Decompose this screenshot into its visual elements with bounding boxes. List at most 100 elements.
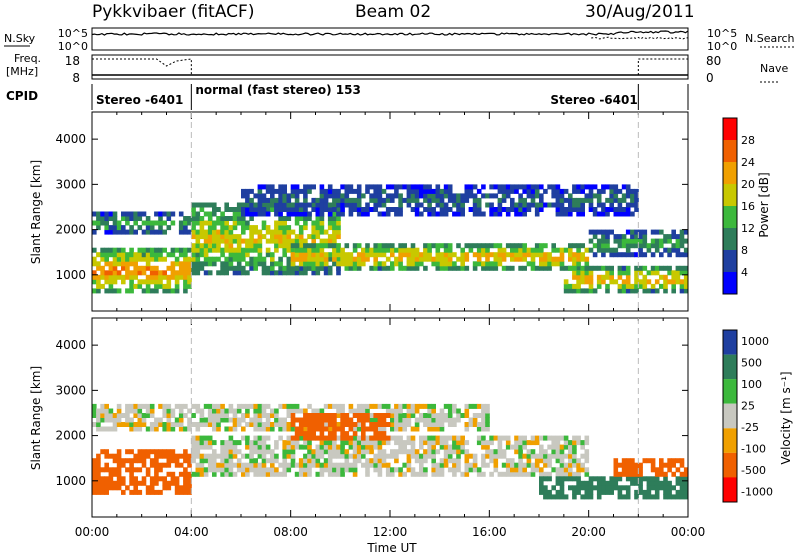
heatmap-cell	[315, 453, 321, 459]
heatmap-cell	[390, 467, 395, 473]
heatmap-cell	[356, 188, 362, 194]
heatmap-cell	[414, 417, 420, 423]
heatmap-cell	[460, 435, 465, 441]
heatmap-cell	[613, 252, 619, 258]
heatmap-cell	[212, 243, 217, 249]
heatmap-cell	[224, 444, 229, 450]
heatmap-cell	[195, 247, 201, 253]
heatmap-cell	[443, 256, 449, 262]
heatmap-cell	[348, 207, 354, 212]
heatmap-cell	[497, 243, 503, 249]
heatmap-cell	[327, 462, 333, 468]
heatmap-cell	[92, 471, 97, 477]
heatmap-cell	[212, 471, 217, 477]
heatmap-cell	[522, 211, 527, 217]
heatmap-cell	[472, 467, 478, 473]
heatmap-cell	[625, 288, 631, 294]
heatmap-cell	[232, 220, 238, 226]
heatmap-cell	[170, 288, 176, 294]
heatmap-cell	[112, 211, 118, 217]
heatmap-cell	[625, 270, 631, 276]
heatmap-cell	[245, 462, 250, 468]
heatmap-cell	[580, 480, 585, 486]
heatmap-cell	[311, 207, 316, 212]
heatmap-cell	[170, 458, 176, 464]
heatmap-cell	[497, 197, 503, 203]
heatmap-cell	[642, 243, 648, 249]
heatmap-cell	[356, 256, 362, 262]
heatmap-cell	[472, 252, 478, 258]
heatmap-cell	[456, 408, 461, 414]
heatmap-cell	[141, 476, 147, 482]
heatmap-cell	[385, 265, 391, 271]
heatmap-cell	[311, 426, 316, 432]
heatmap-cell	[224, 229, 229, 235]
heatmap-cell	[274, 238, 279, 244]
heatmap-cell	[121, 279, 126, 285]
heatmap-cell	[634, 480, 639, 486]
heatmap-cell	[228, 247, 234, 253]
heatmap-cell	[257, 440, 263, 446]
heatmap-cell	[141, 211, 147, 217]
heatmap-cell	[170, 274, 176, 280]
heatmap-cell	[311, 256, 316, 262]
heatmap-cell	[125, 403, 130, 409]
heatmap-cell	[100, 489, 105, 495]
heatmap-cell	[580, 440, 585, 446]
heatmap-cell	[149, 426, 155, 432]
heatmap-cell	[555, 489, 561, 495]
heatmap-cell	[332, 229, 337, 235]
heatmap-cell	[298, 238, 304, 244]
heatmap-cell	[356, 193, 362, 199]
heatmap-cell	[390, 261, 395, 267]
heatmap-cell	[158, 225, 163, 231]
freq-label-2: [MHz]	[6, 65, 38, 78]
heatmap-cell	[303, 422, 308, 427]
heatmap-cell	[485, 408, 490, 414]
heatmap-cell	[92, 489, 97, 495]
heatmap-cell	[414, 193, 420, 199]
heatmap-cell	[315, 408, 321, 414]
heatmap-cell	[642, 494, 648, 500]
heatmap-cell	[220, 247, 225, 253]
heatmap-cell	[447, 197, 453, 203]
heatmap-cell	[580, 265, 585, 271]
heatmap-cell	[414, 247, 420, 253]
heatmap-cell	[290, 252, 296, 258]
heatmap-cell	[402, 462, 407, 468]
heatmap-cell	[621, 184, 627, 190]
heatmap-cell	[402, 444, 407, 450]
heatmap-cell	[514, 252, 519, 258]
heatmap-cell	[443, 252, 449, 258]
heatmap-cell	[236, 270, 242, 276]
heatmap-cell	[121, 211, 126, 217]
heatmap-cell	[551, 188, 556, 194]
heatmap-cell	[522, 252, 527, 258]
heatmap-cell	[568, 265, 573, 271]
heatmap-cell	[365, 408, 370, 414]
heatmap-cell	[315, 426, 321, 432]
heatmap-cell	[518, 184, 523, 190]
heatmap-cell	[497, 184, 503, 190]
heatmap-cell	[220, 462, 225, 468]
heatmap-cell	[170, 211, 176, 217]
heatmap-cell	[377, 413, 383, 418]
heatmap-cell	[663, 279, 668, 285]
heatmap-cell	[228, 238, 234, 244]
heatmap-cell	[472, 422, 478, 427]
heatmap-cell	[385, 197, 391, 203]
heatmap-cell	[141, 279, 147, 285]
heatmap-cell	[497, 471, 503, 477]
heatmap-cell	[104, 252, 109, 258]
heatmap-cell	[365, 202, 370, 208]
heatmap-cell	[501, 449, 507, 455]
heatmap-cell	[207, 243, 213, 249]
heatmap-cell	[178, 252, 184, 258]
heatmap-cell	[286, 265, 292, 271]
heatmap-cell	[361, 408, 366, 414]
heatmap-cell	[270, 422, 275, 427]
heatmap-cell	[452, 193, 457, 199]
heatmap-cell	[356, 408, 362, 414]
heatmap-cell	[141, 229, 147, 235]
heatmap-cell	[332, 238, 337, 244]
